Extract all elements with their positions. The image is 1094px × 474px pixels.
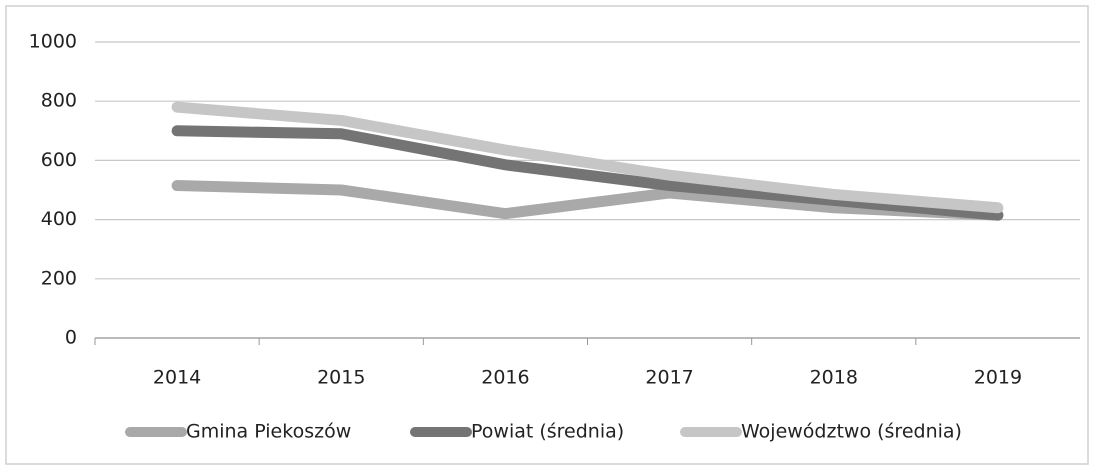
x-tick-label: 2017 [645, 367, 693, 389]
legend-label: Województwo (średnia) [741, 421, 962, 443]
y-tick-label: 600 [41, 149, 77, 171]
x-tick-label: 2019 [974, 367, 1022, 389]
series-line [171, 125, 1004, 221]
x-tick-label: 2015 [317, 367, 365, 389]
x-tick-label: 2014 [153, 367, 201, 389]
y-tick-label: 800 [41, 90, 77, 112]
y-tick-label: 400 [41, 208, 77, 230]
y-tick-label: 200 [41, 267, 77, 289]
x-tick-label: 2016 [481, 367, 529, 389]
series-line [171, 180, 1004, 221]
legend-label: Powiat (średnia) [471, 421, 624, 443]
chart-frame [5, 5, 1089, 465]
y-tick-label: 1000 [29, 31, 77, 53]
legend-label: Gmina Piekoszów [186, 421, 351, 443]
series-line [171, 101, 1004, 214]
y-tick-label: 0 [65, 327, 77, 349]
x-tick-label: 2018 [810, 367, 858, 389]
